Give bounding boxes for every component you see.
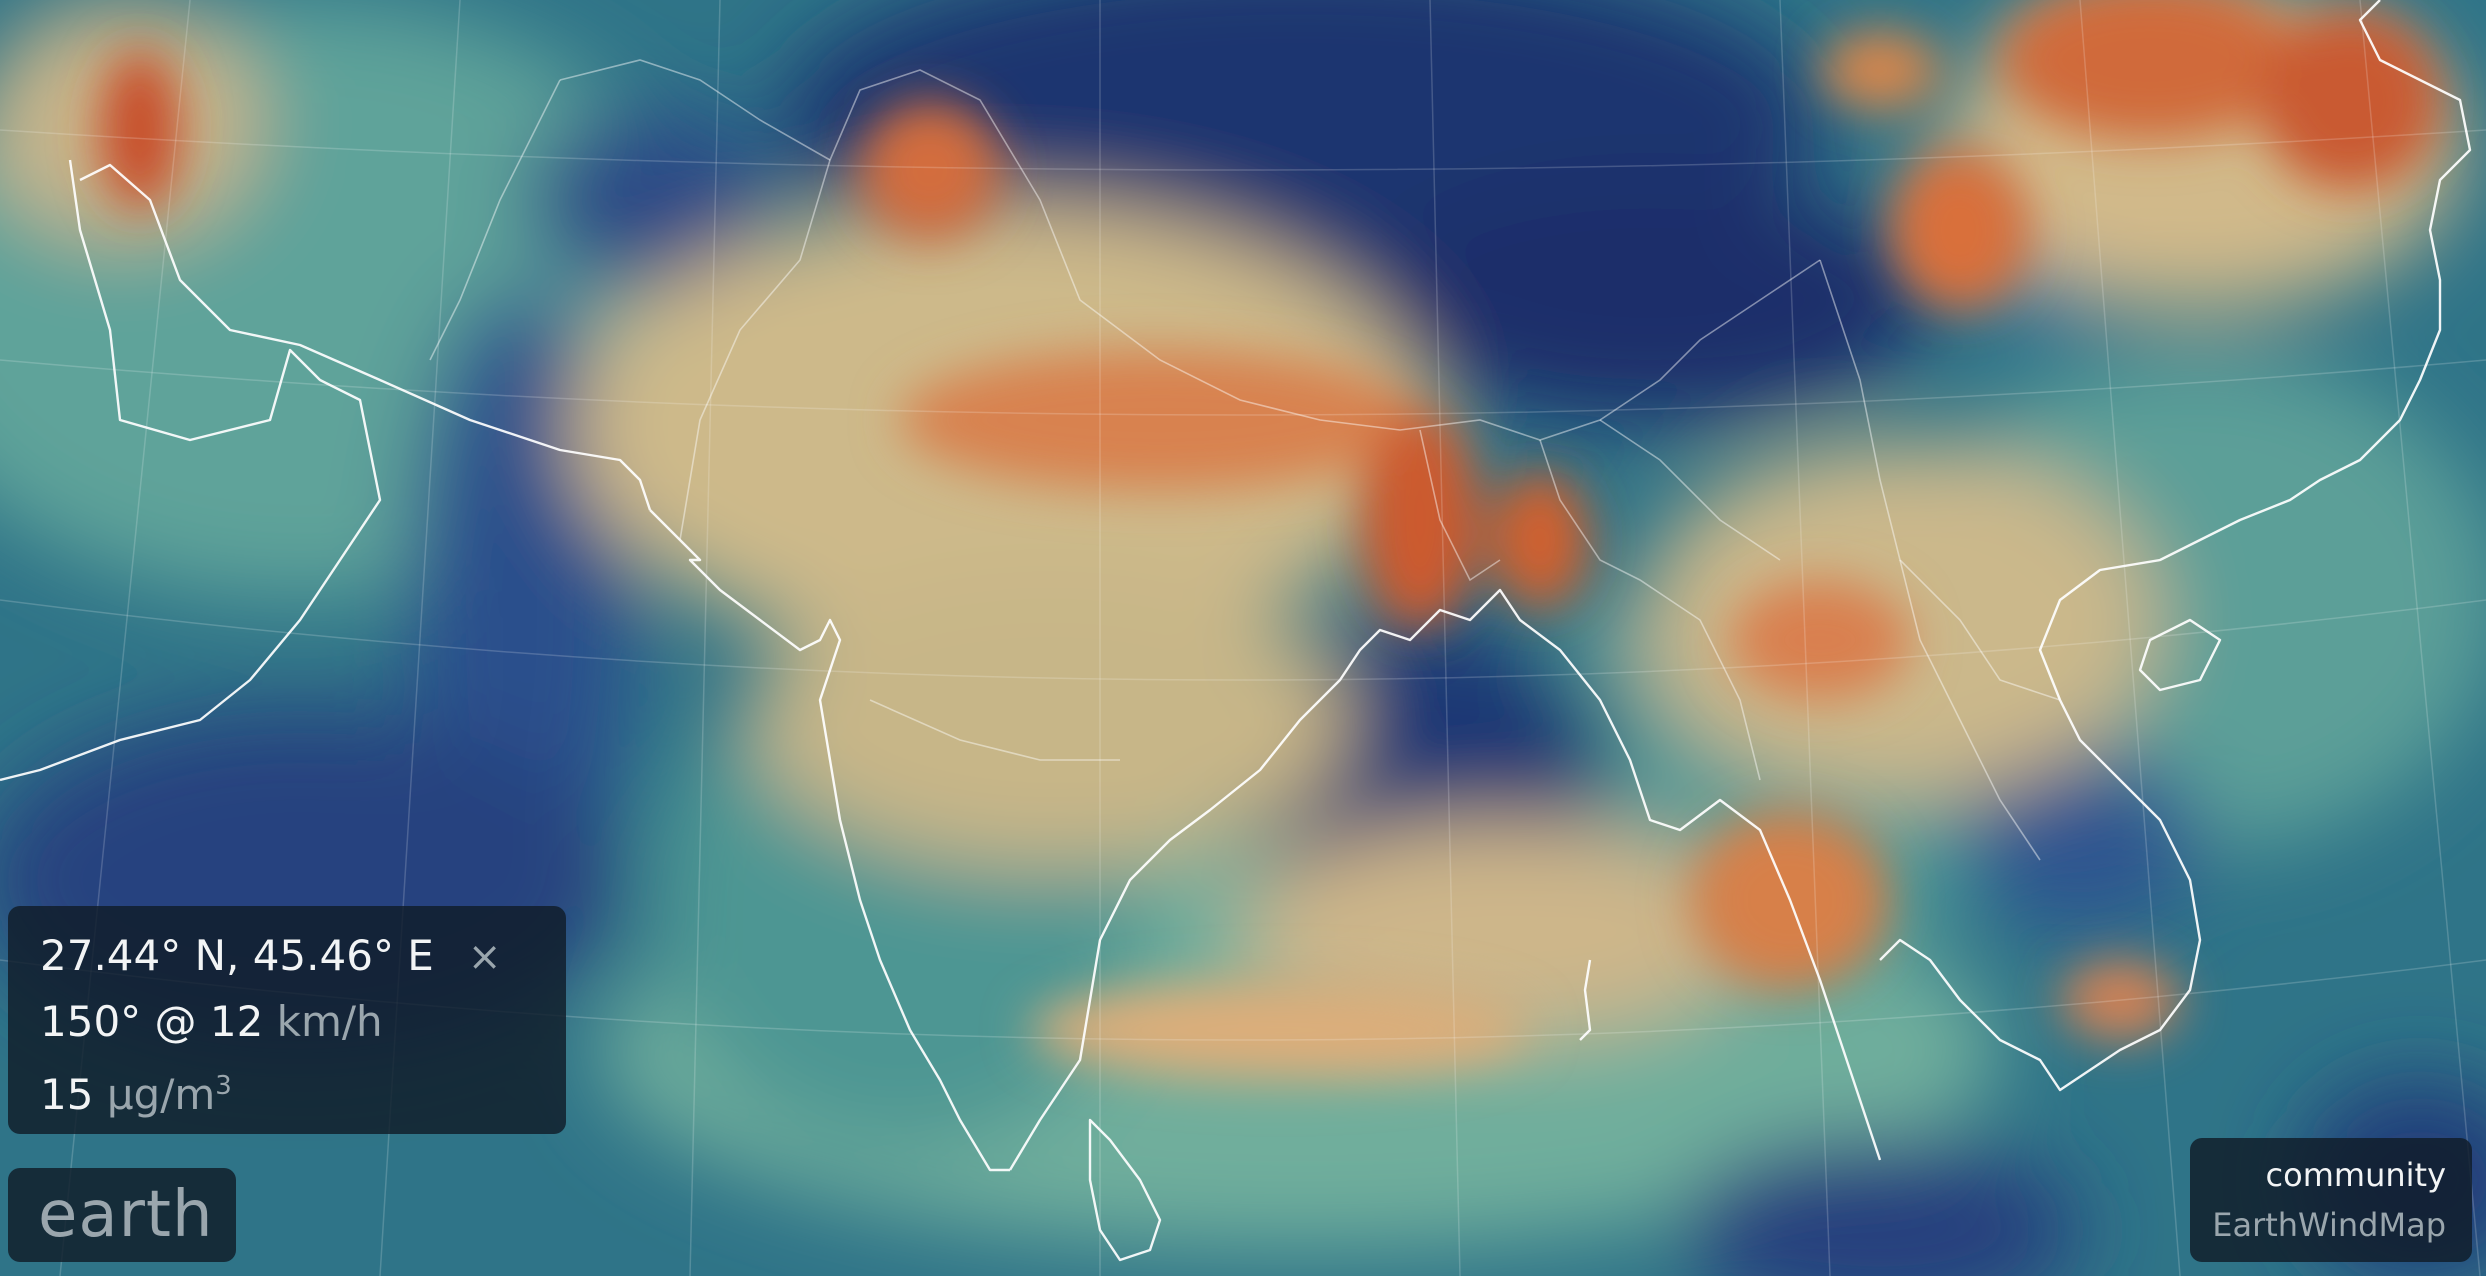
community-link[interactable]: community [2265,1156,2446,1194]
location-info-panel: 27.44° N, 45.46° E × 150° @ 12 km/h 15 μg… [8,906,566,1134]
wind-row: 150° @ 12 km/h [40,996,383,1048]
earthwindmap-link[interactable]: EarthWindMap [2212,1206,2446,1244]
borders [429,59,2061,861]
pollutant-unit-base: μg/m [106,1070,216,1119]
hotspots [100,0,2440,1080]
wind-value: 150° @ 12 [40,997,264,1046]
pollutant-unit[interactable]: μg/m3 [107,1070,232,1119]
wind-unit[interactable]: km/h [276,997,383,1046]
brand-panel[interactable]: community EarthWindMap [2190,1138,2472,1262]
pollutant-row: 15 μg/m3 [40,1060,232,1121]
close-icon[interactable]: × [467,934,502,980]
coordinates-row: 27.44° N, 45.46° E × [40,930,501,983]
coordinates-text: 27.44° N, 45.46° E [40,931,434,980]
pollutant-value: 15 [40,1070,94,1119]
earth-menu-button[interactable]: earth [8,1168,236,1262]
pollutant-unit-exponent: 3 [215,1071,232,1101]
earth-menu-label: earth [38,1178,214,1252]
